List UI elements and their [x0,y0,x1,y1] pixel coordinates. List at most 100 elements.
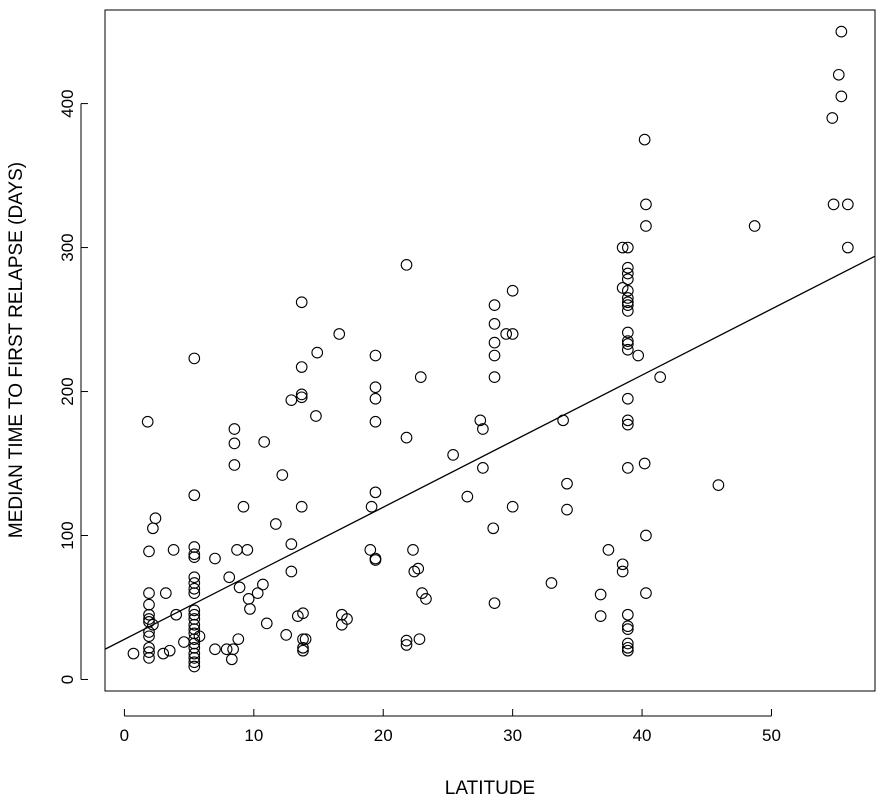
data-point [143,613,155,625]
data-point [310,410,322,422]
data-point [369,381,382,394]
data-point [299,633,312,646]
data-point [147,618,159,631]
data-point [285,565,298,578]
y-tick-label: 0 [58,675,77,684]
data-point [594,588,607,601]
x-axis: 0 10 20 30 40 50 [120,709,781,745]
data-point [602,544,615,556]
data-point [621,418,634,431]
data-point [225,653,238,666]
data-point [621,241,634,254]
data-point [228,437,241,450]
data-point [188,647,201,660]
data-point [188,660,201,673]
data-point [477,461,489,474]
data-point [488,371,501,383]
data-point [640,529,652,542]
data-point [621,273,634,286]
data-point [712,479,725,491]
data-point [297,644,309,657]
data-point [748,220,761,232]
data-point [269,518,282,530]
data-point [621,392,634,405]
data-point [420,593,432,605]
data-point [416,587,428,599]
data-point [251,587,264,599]
data-point [400,431,413,444]
x-tick-label: 40 [633,726,652,745]
data-point [369,415,382,428]
data-point [638,133,651,146]
data-point [474,414,487,427]
data-point [188,551,201,563]
data-point [143,646,155,658]
data-point [488,299,501,311]
y-tick-label: 300 [58,233,77,261]
data-point [220,643,233,656]
data-point [500,328,513,340]
data-point [237,500,250,513]
data-point [369,486,382,499]
data-point [232,633,245,646]
data-point [365,500,378,513]
data-point [143,545,155,558]
x-tick-label: 10 [244,726,263,745]
data-point [311,346,324,359]
data-point [231,544,243,556]
data-point [341,613,353,625]
y-tick-label: 100 [58,521,77,549]
data-point [413,633,426,646]
data-point [488,336,501,349]
data-point [369,349,382,362]
data-point [143,587,155,599]
data-point [621,623,634,635]
data-point [228,459,241,471]
data-point [621,284,634,297]
data-point [209,552,221,565]
data-point [621,620,634,633]
data-point [295,500,308,513]
data-point [640,220,652,232]
data-point [159,587,172,599]
data-point [621,461,634,474]
data-point [233,581,246,594]
data-point [141,415,154,428]
x-tick-label: 20 [374,726,393,745]
data-point [127,647,140,660]
data-point [178,636,190,648]
data-point [621,299,634,311]
data-point [260,617,273,630]
data-point [188,656,201,669]
data-point [188,571,201,584]
plot-frame [104,9,876,692]
data-point [241,544,254,556]
data-point [143,608,155,621]
data-point [258,436,271,448]
regression-line [104,255,876,650]
data-point [188,548,201,561]
data-point [654,371,667,383]
data-point [841,241,854,254]
data-point [407,544,419,556]
data-point [400,639,413,651]
data-point [832,68,845,81]
data-point [621,305,634,317]
data-point [621,608,634,621]
regression-line-layer [104,255,876,650]
y-tick-label: 200 [58,377,77,405]
data-point [621,292,634,304]
data-point [621,296,634,309]
data-point [594,610,607,622]
data-point [621,326,634,339]
data-point [280,628,293,641]
data-point [616,565,629,578]
data-point [143,630,155,643]
data-point [333,328,346,340]
data-point [188,352,201,365]
data-point [400,258,413,271]
data-point [295,296,308,309]
data-point [835,90,848,103]
data-point [621,335,634,347]
data-point [193,630,206,643]
